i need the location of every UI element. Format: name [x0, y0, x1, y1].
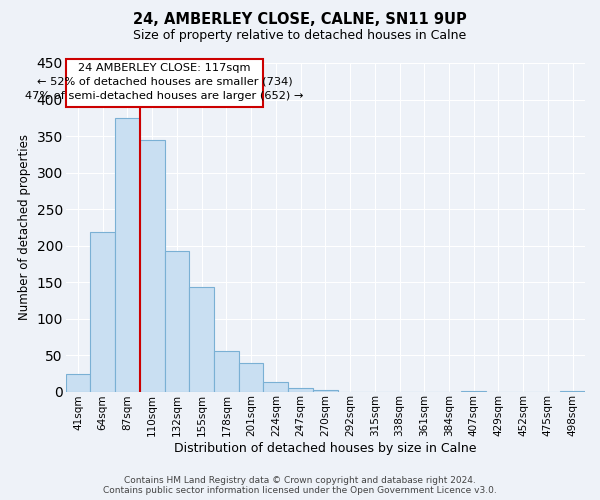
X-axis label: Distribution of detached houses by size in Calne: Distribution of detached houses by size …	[174, 442, 476, 455]
Bar	[263, 382, 288, 392]
Text: Contains HM Land Registry data © Crown copyright and database right 2024.
Contai: Contains HM Land Registry data © Crown c…	[103, 476, 497, 495]
Bar	[115, 118, 140, 392]
Bar	[65, 374, 91, 392]
Bar	[164, 252, 189, 392]
Text: 24, AMBERLEY CLOSE, CALNE, SN11 9UP: 24, AMBERLEY CLOSE, CALNE, SN11 9UP	[133, 12, 467, 28]
Bar	[560, 391, 585, 392]
Text: 24 AMBERLEY CLOSE: 117sqm
← 52% of detached houses are smaller (734)
47% of semi: 24 AMBERLEY CLOSE: 117sqm ← 52% of detac…	[25, 62, 304, 100]
Bar	[288, 388, 313, 392]
Bar	[461, 391, 486, 392]
Y-axis label: Number of detached properties: Number of detached properties	[18, 134, 31, 320]
Bar	[91, 232, 115, 392]
Text: Size of property relative to detached houses in Calne: Size of property relative to detached ho…	[133, 29, 467, 42]
Bar	[313, 390, 338, 392]
Bar	[140, 140, 164, 392]
Bar	[214, 350, 239, 392]
Bar	[189, 287, 214, 392]
Bar	[65, 60, 263, 107]
Bar	[239, 363, 263, 392]
